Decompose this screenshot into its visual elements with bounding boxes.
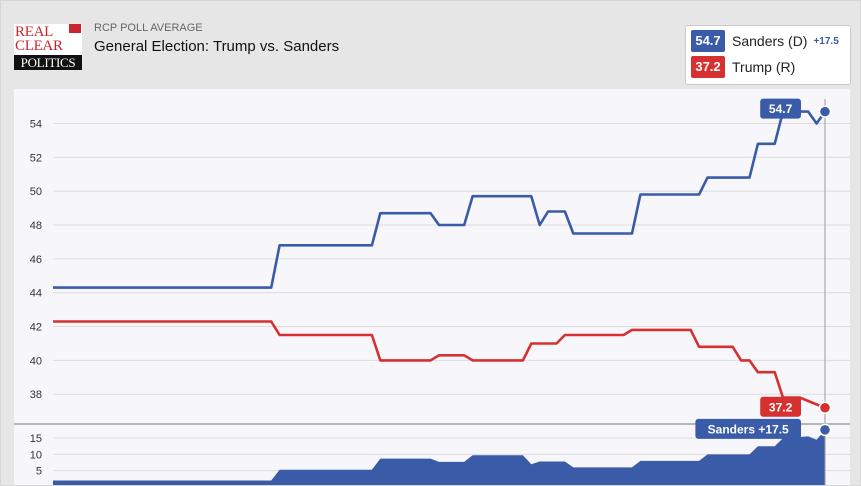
- page-title: General Election: Trump vs. Sanders: [94, 38, 340, 55]
- legend-name-sanders: Sanders (D): [732, 33, 808, 49]
- trump-endpoint: [818, 401, 832, 415]
- y-tick-label: 44: [30, 288, 42, 300]
- chart-svg: 38 40 42 44 46 48 50 52 54 5 10 15 54.7 37.2 Sanders +…: [14, 98, 850, 485]
- trump-line: [53, 320, 826, 410]
- y-tick-label: 52: [30, 152, 42, 164]
- y-tick-label: 42: [30, 322, 42, 334]
- spread-end-label-bg: [695, 418, 801, 439]
- trump-end-label-text: 37.2: [769, 400, 793, 414]
- y-tick-label: 38: [30, 389, 42, 401]
- spread-endpoint: [818, 423, 832, 437]
- trump-end-label: 37.2: [760, 396, 801, 417]
- legend-name-trump: Trump (R): [732, 59, 796, 75]
- sanders-endpoint: [818, 105, 832, 118]
- plot-area[interactable]: 38 40 42 44 46 48 50 52 54 5 10 15 54.7 37.2 Sanders +…: [14, 89, 850, 485]
- trump-end-label-bg: [760, 396, 801, 417]
- rcp-logo[interactable]: REAL CLEAR POLITICS: [14, 24, 82, 70]
- legend-spread-sanders: +17.5: [813, 35, 839, 47]
- y-tick-label: 10: [30, 449, 42, 461]
- y-tick-label: 5: [36, 466, 42, 478]
- y-tick-label: 48: [30, 220, 42, 232]
- y-tick-label: 15: [30, 433, 42, 445]
- legend-item-sanders[interactable]: 54.7 Sanders (D) +17.5: [691, 30, 839, 52]
- y-tick-label: 54: [30, 118, 42, 130]
- legend-value-sanders: 54.7: [691, 30, 725, 52]
- legend-item-trump[interactable]: 37.2 Trump (R): [691, 56, 795, 78]
- sanders-line: [53, 110, 827, 289]
- spread-end-label: Sanders +17.5: [695, 418, 801, 439]
- y-tick-label: 46: [30, 254, 42, 266]
- logo-line-3: POLITICS: [14, 55, 82, 70]
- sanders-end-label-text: 54.7: [769, 102, 793, 116]
- sanders-end-label-bg: [760, 98, 801, 119]
- legend-value-trump: 37.2: [691, 56, 725, 78]
- y-tick-label: 50: [30, 186, 42, 198]
- header-subtitle: RCP POLL AVERAGE: [94, 22, 203, 34]
- legend: 54.7 Sanders (D) +17.5 37.2 Trump (R): [685, 25, 851, 85]
- sanders-end-label: 54.7: [760, 98, 801, 119]
- spread-end-label-text: Sanders +17.5: [708, 422, 789, 436]
- logo-line-2: CLEAR: [15, 38, 63, 54]
- y-tick-label: 40: [30, 355, 42, 367]
- spread-area: [53, 429, 825, 485]
- logo-flag-icon: [69, 24, 81, 33]
- logo-line-1: REAL: [15, 24, 53, 40]
